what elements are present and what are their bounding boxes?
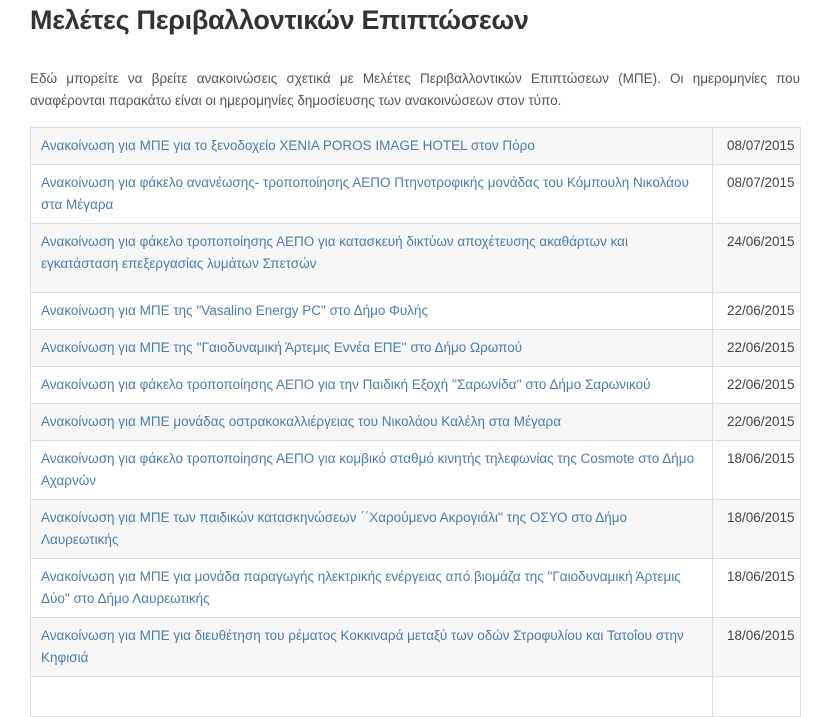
announcement-date: 18/06/2015 bbox=[712, 617, 801, 677]
announcement-link[interactable]: Ανακοίνωση για φάκελο τροποποίησης ΑΕΠΟ … bbox=[41, 377, 651, 392]
intro-paragraph: Εδώ μπορείτε να βρείτε ανακοινώσεις σχετ… bbox=[30, 71, 800, 108]
announcement-title-cell: Ανακοίνωση για ΜΠΕ για διευθέτηση του ρέ… bbox=[30, 617, 713, 677]
announcement-title-cell: Ανακοίνωση για φάκελο τροποποίησης ΑΕΠΟ … bbox=[30, 440, 713, 500]
announcement-link[interactable]: Ανακοίνωση για ΜΠΕ των παιδικών κατασκην… bbox=[41, 510, 628, 547]
announcement-link[interactable]: Ανακοίνωση για ΜΠΕ της ''Γαιοδυναμική Άρ… bbox=[41, 340, 523, 355]
table-row: Ανακοίνωση για φάκελο τροποποίησης ΑΕΠΟ … bbox=[30, 440, 801, 500]
announcement-link[interactable]: Ανακοίνωση για φάκελο ανανέωσης- τροποπο… bbox=[41, 175, 689, 212]
announcement-title-cell: Ανακοίνωση για ΜΠΕ μονάδας οστρακοκαλλιέ… bbox=[30, 403, 713, 441]
announcement-title-cell bbox=[30, 676, 713, 717]
main-content: Μελέτες Περιβαλλοντικών Επιπτώσεων Εδώ μ… bbox=[0, 4, 828, 717]
table-row: Ανακοίνωση για φάκελο τροποποίησης ΑΕΠΟ … bbox=[30, 366, 801, 404]
announcement-link[interactable]: Ανακοίνωση για ΜΠΕ για μονάδα παραγωγής … bbox=[41, 569, 681, 606]
announcement-date: 22/06/2015 bbox=[712, 403, 801, 441]
announcement-date: 24/06/2015 bbox=[712, 223, 801, 293]
announcement-link[interactable]: Ανακοίνωση για ΜΠΕ της "Vasalino Energy … bbox=[41, 303, 429, 318]
announcement-link[interactable]: Ανακοίνωση για ΜΠΕ για το ξενοδοχείο XEN… bbox=[41, 138, 535, 153]
announcement-title-cell: Ανακοίνωση για ΜΠΕ για το ξενοδοχείο XEN… bbox=[30, 127, 713, 165]
announcement-date: 22/06/2015 bbox=[712, 292, 801, 330]
table-row: Ανακοίνωση για φάκελο ανανέωσης- τροποπο… bbox=[30, 164, 801, 224]
announcement-title-cell: Ανακοίνωση για ΜΠΕ της "Vasalino Energy … bbox=[30, 292, 713, 330]
announcement-link[interactable]: Ανακοίνωση για ΜΠΕ μονάδας οστρακοκαλλιέ… bbox=[41, 414, 562, 429]
announcement-title-cell: Ανακοίνωση για φάκελο τροποποίησης ΑΕΠΟ … bbox=[30, 366, 713, 404]
announcement-date: 18/06/2015 bbox=[712, 440, 801, 500]
announcements-table: Ανακοίνωση για ΜΠΕ για το ξενοδοχείο XEN… bbox=[30, 127, 801, 717]
announcement-date: 22/06/2015 bbox=[712, 366, 801, 404]
table-row: Ανακοίνωση για ΜΠΕ της "Vasalino Energy … bbox=[30, 292, 801, 330]
announcement-date bbox=[712, 676, 801, 717]
announcement-title-cell: Ανακοίνωση για φάκελο ανανέωσης- τροποπο… bbox=[30, 164, 713, 224]
announcement-title-cell: Ανακοίνωση για ΜΠΕ της ''Γαιοδυναμική Άρ… bbox=[30, 329, 713, 367]
announcement-date: 22/06/2015 bbox=[712, 329, 801, 367]
table-row: Ανακοίνωση για ΜΠΕ της ''Γαιοδυναμική Άρ… bbox=[30, 329, 801, 367]
announcement-link[interactable]: Ανακοίνωση για φάκελο τροποποίησης ΑΕΠΟ … bbox=[41, 451, 695, 488]
announcement-date: 08/07/2015 bbox=[712, 164, 801, 224]
table-row: Ανακοίνωση για ΜΠΕ μονάδας οστρακοκαλλιέ… bbox=[30, 403, 801, 441]
announcement-link[interactable]: Ανακοίνωση για φάκελο τροποποίησης ΑΕΠΟ … bbox=[41, 234, 628, 271]
announcement-date: 18/06/2015 bbox=[712, 499, 801, 559]
announcement-title-cell: Ανακοίνωση για ΜΠΕ των παιδικών κατασκην… bbox=[30, 499, 713, 559]
announcement-date: 18/06/2015 bbox=[712, 558, 801, 618]
announcement-title-cell: Ανακοίνωση για ΜΠΕ για μονάδα παραγωγής … bbox=[30, 558, 713, 618]
announcement-title-cell: Ανακοίνωση για φάκελο τροποποίησης ΑΕΠΟ … bbox=[30, 223, 713, 293]
table-row: Ανακοίνωση για ΜΠΕ για μονάδα παραγωγής … bbox=[30, 558, 801, 618]
table-row: Ανακοίνωση για ΜΠΕ για διευθέτηση του ρέ… bbox=[30, 617, 801, 677]
table-row-cutoff bbox=[30, 676, 801, 717]
table-row: Ανακοίνωση για φάκελο τροποποίησης ΑΕΠΟ … bbox=[30, 223, 801, 293]
page-title: Μελέτες Περιβαλλοντικών Επιπτώσεων bbox=[30, 5, 529, 35]
announcement-date: 08/07/2015 bbox=[712, 127, 801, 165]
table-row: Ανακοίνωση για ΜΠΕ των παιδικών κατασκην… bbox=[30, 499, 801, 559]
table-row: Ανακοίνωση για ΜΠΕ για το ξενοδοχείο XEN… bbox=[30, 127, 801, 165]
announcements-table-body: Ανακοίνωση για ΜΠΕ για το ξενοδοχείο XEN… bbox=[30, 127, 801, 717]
announcement-link[interactable]: Ανακοίνωση για ΜΠΕ για διευθέτηση του ρέ… bbox=[41, 628, 684, 665]
